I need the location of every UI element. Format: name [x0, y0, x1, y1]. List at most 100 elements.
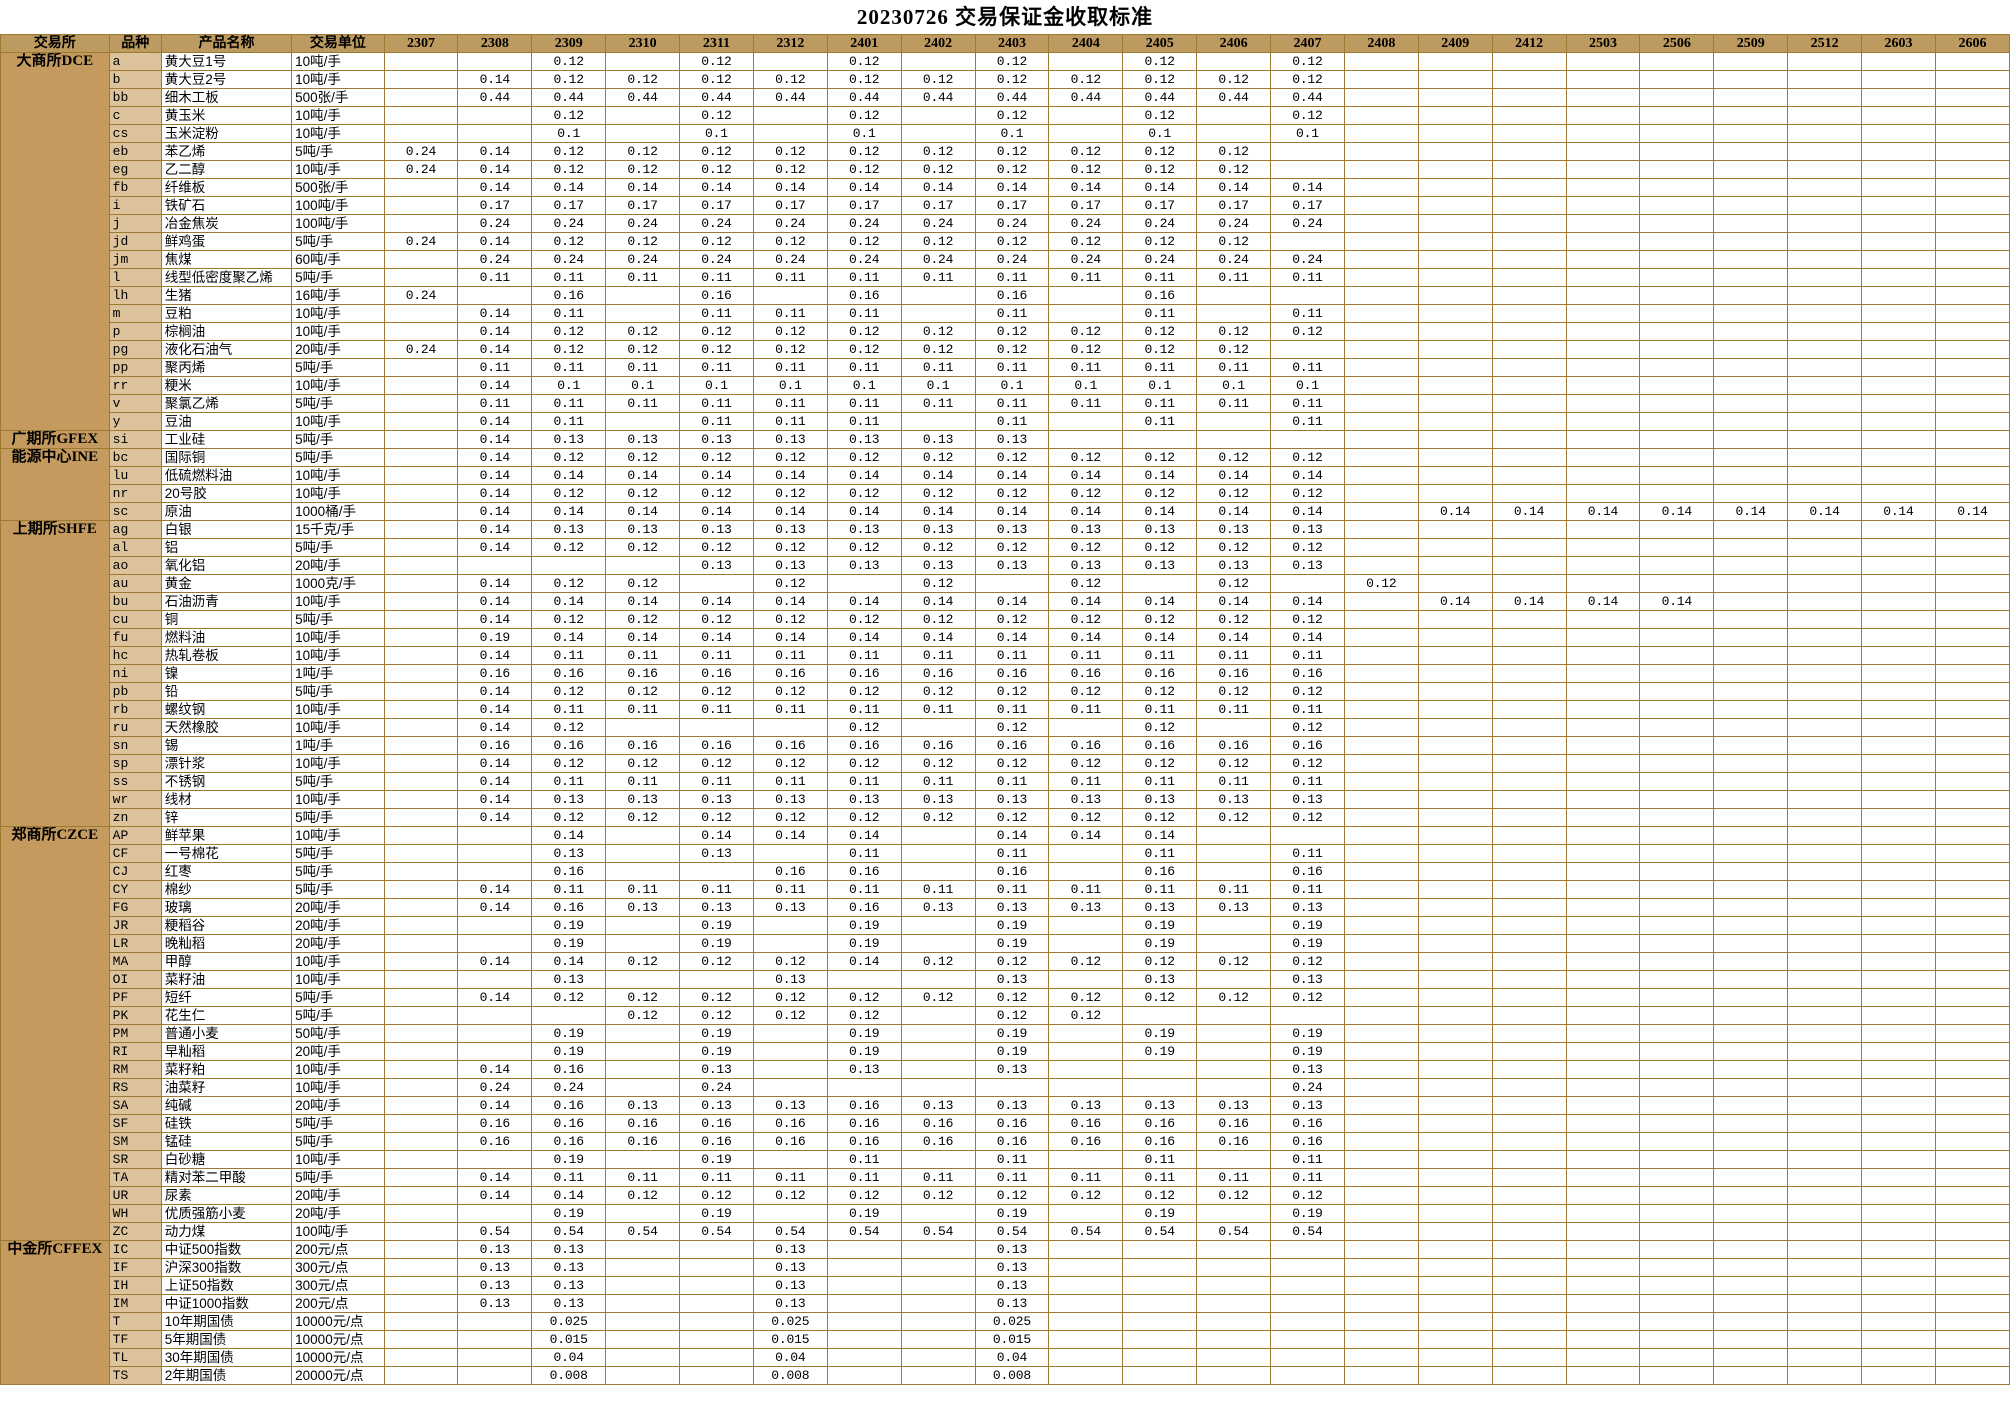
margin-value-cell: 0.12	[531, 718, 607, 737]
margin-value-cell: 0.44	[900, 88, 976, 107]
margin-value-cell: 0.12	[1122, 106, 1198, 125]
product-name-cell: 油菜籽	[160, 1078, 293, 1097]
margin-value-cell	[383, 574, 459, 593]
margin-value-cell: 0.16	[457, 1114, 533, 1133]
margin-value-cell: 0.14	[679, 178, 754, 197]
margin-value-cell	[1787, 1114, 1862, 1133]
margin-value-cell	[1934, 1096, 2010, 1115]
margin-value-cell: 0.12	[974, 808, 1050, 827]
margin-value-cell	[1639, 970, 1715, 989]
margin-value-cell	[1048, 1078, 1124, 1097]
margin-value-cell	[1565, 1240, 1641, 1259]
margin-value-cell: 0.14	[1270, 502, 1345, 521]
margin-value-cell: 0.13	[531, 844, 607, 863]
margin-value-cell	[1639, 322, 1715, 341]
margin-value-cell: 0.12	[605, 808, 680, 827]
margin-value-cell: 0.16	[679, 664, 754, 683]
margin-value-cell: 0.19	[1270, 916, 1345, 935]
product-code-cell: AP	[108, 826, 162, 845]
margin-value-cell: 0.19	[1270, 1024, 1345, 1043]
product-code-cell: FG	[108, 898, 162, 917]
margin-value-cell	[1417, 538, 1493, 557]
margin-value-cell: 0.13	[1122, 520, 1198, 539]
margin-value-cell	[1713, 340, 1789, 359]
margin-value-cell: 0.13	[457, 1258, 533, 1277]
margin-value-cell	[1934, 682, 2010, 701]
margin-value-cell: 0.12	[605, 610, 680, 629]
margin-value-cell	[1565, 934, 1641, 953]
margin-value-cell	[1639, 178, 1715, 197]
margin-value-cell	[679, 970, 754, 989]
margin-value-cell: 0.11	[1048, 880, 1124, 899]
margin-value-cell	[1861, 1258, 1936, 1277]
margin-value-cell: 0.24	[679, 1078, 754, 1097]
margin-value-cell	[1861, 952, 1936, 971]
margin-value-cell	[1565, 178, 1641, 197]
margin-value-cell: 0.13	[1270, 1096, 1345, 1115]
trading-unit-cell: 10000元/点	[291, 1312, 385, 1331]
margin-value-cell	[1639, 610, 1715, 629]
margin-value-cell	[1934, 160, 2010, 179]
margin-value-cell: 0.14	[679, 502, 754, 521]
trading-unit-cell: 10吨/手	[291, 124, 385, 143]
margin-value-cell	[1491, 1078, 1567, 1097]
table-row: jm 焦煤 60吨/手 0.24 0.24 0.24 0.24 0.24 0.24 0.24 0.2…	[1, 250, 2010, 269]
margin-value-cell: 0.13	[974, 1096, 1050, 1115]
margin-value-cell: 0.12	[752, 610, 828, 629]
product-code-cell: bb	[108, 88, 162, 107]
margin-value-cell	[383, 448, 459, 467]
margin-value-cell: 0.13	[531, 1240, 607, 1259]
margin-value-cell	[1934, 1312, 2010, 1331]
margin-value-cell	[1565, 880, 1641, 899]
trading-unit-cell: 300元/点	[291, 1276, 385, 1295]
margin-value-cell	[1639, 250, 1715, 269]
margin-value-cell	[383, 1240, 459, 1259]
margin-value-cell	[1787, 988, 1862, 1007]
margin-value-cell	[1861, 1294, 1936, 1313]
margin-value-cell: 0.1	[974, 124, 1050, 143]
margin-value-cell	[1343, 1186, 1419, 1205]
margin-value-cell	[1417, 484, 1493, 503]
margin-value-cell	[1713, 682, 1789, 701]
margin-value-cell: 0.12	[1270, 952, 1345, 971]
margin-value-cell: 0.11	[531, 880, 607, 899]
product-name-cell: 普通小麦	[160, 1024, 293, 1043]
margin-value-cell: 0.13	[457, 1276, 533, 1295]
margin-value-cell	[1565, 106, 1641, 125]
margin-value-cell: 0.16	[1048, 1114, 1124, 1133]
product-name-cell: 棉纱	[160, 880, 293, 899]
margin-value-cell	[1417, 1258, 1493, 1277]
margin-value-cell: 0.16	[1122, 862, 1198, 881]
margin-value-cell: 0.12	[531, 52, 607, 71]
margin-value-cell	[1934, 646, 2010, 665]
trading-unit-cell: 5吨/手	[291, 880, 385, 899]
margin-value-cell: 0.14	[457, 988, 533, 1007]
margin-value-cell: 0.13	[974, 430, 1050, 449]
margin-value-cell	[1491, 988, 1567, 1007]
margin-value-cell	[1713, 592, 1789, 611]
margin-value-cell	[383, 1042, 459, 1061]
margin-standards-table: 交易所 品种 产品名称 交易单位 2307 2308 2309 2310 2311 2312 240…	[0, 34, 2010, 1385]
margin-value-cell: 0.13	[1270, 898, 1345, 917]
margin-value-cell: 0.14	[1491, 592, 1567, 611]
margin-value-cell	[1861, 754, 1936, 773]
margin-value-cell: 0.11	[826, 880, 902, 899]
margin-value-cell	[1861, 520, 1936, 539]
margin-value-cell: 0.12	[1048, 448, 1124, 467]
margin-value-cell: 0.11	[752, 646, 828, 665]
margin-value-cell: 0.11	[826, 268, 902, 287]
margin-value-cell	[1048, 862, 1124, 881]
margin-value-cell: 0.16	[826, 664, 902, 683]
margin-value-cell: 0.14	[457, 466, 533, 485]
margin-value-cell	[1565, 1096, 1641, 1115]
margin-value-cell: 0.13	[1048, 1096, 1124, 1115]
margin-value-cell: 0.12	[826, 106, 902, 125]
margin-value-cell: 0.14	[531, 1186, 607, 1205]
margin-value-cell	[1934, 1150, 2010, 1169]
table-row: JR 粳稻谷 20吨/手 0.19 0.19 0.19 0.19 0.19 0.19	[1, 916, 2010, 935]
margin-value-cell	[1861, 358, 1936, 377]
margin-value-cell	[826, 1258, 902, 1277]
margin-value-cell	[1196, 1060, 1271, 1079]
margin-value-cell	[1048, 304, 1124, 323]
